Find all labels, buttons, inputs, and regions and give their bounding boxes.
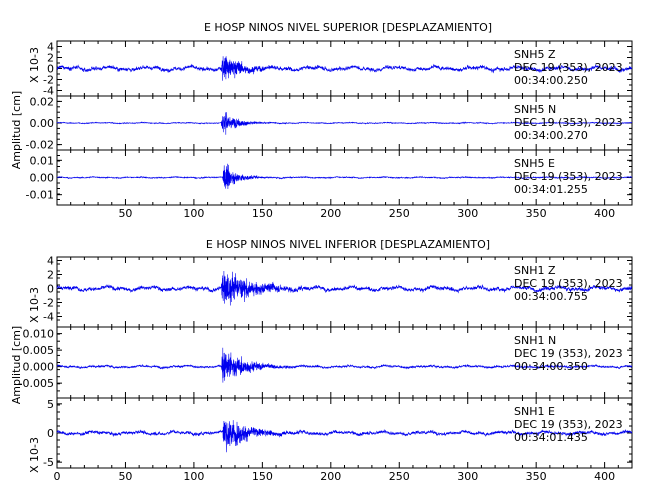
y-tick-label-snh1-n: 0.010 xyxy=(23,328,55,341)
y-tick-label-snh1-z: 0 xyxy=(47,283,54,296)
time-label-snh1-e: 00:34:01.435 xyxy=(514,431,588,444)
y-axis-label-superior: Amplitud [cm] xyxy=(10,91,23,169)
scale-label-snh5-z: X 10-3 xyxy=(28,47,41,83)
x-tick-label: 50 xyxy=(118,470,132,483)
y-tick-label-snh1-n: 0.000 xyxy=(23,361,55,374)
date-label-snh5-n: DEC 19 (353), 2023 xyxy=(514,116,623,129)
x-tick-label: 50 xyxy=(118,207,132,220)
date-label-snh1-z: DEC 19 (353), 2023 xyxy=(514,277,623,290)
y-tick-label-snh5-n: 0.00 xyxy=(30,117,55,130)
x-tick-label: 400 xyxy=(594,470,615,483)
scale-label-snh1-e: X 10-3 xyxy=(28,437,41,473)
x-tick-label: 350 xyxy=(526,470,547,483)
waveform-snh1-n xyxy=(56,347,633,383)
station-label-snh1-z: SNH1 Z xyxy=(514,264,556,277)
y-tick-label-snh1-n: 0.005 xyxy=(23,344,55,357)
y-tick-label-snh1-z: -2 xyxy=(43,297,54,310)
date-label-snh1-e: DEC 19 (353), 2023 xyxy=(514,418,623,431)
y-tick-label-snh5-z: 0 xyxy=(47,63,54,76)
y-tick-label-snh5-e: -0.01 xyxy=(26,189,54,202)
x-tick-label: 100 xyxy=(183,470,204,483)
y-tick-label-snh1-z: 2 xyxy=(47,269,54,282)
y-tick-label-snh5-z: -4 xyxy=(43,85,54,98)
y-tick-label-snh5-z: -2 xyxy=(43,74,54,87)
x-tick-label: 250 xyxy=(389,470,410,483)
waveform-snh5-n xyxy=(56,112,633,135)
date-label-snh5-e: DEC 19 (353), 2023 xyxy=(514,170,623,183)
y-axis-label-inferior: Amplitud [cm] xyxy=(10,326,23,404)
x-tick-label: 150 xyxy=(252,207,273,220)
y-tick-label-snh5-z: 2 xyxy=(47,52,54,65)
time-label-snh1-n: 00:34:00.350 xyxy=(514,360,588,373)
x-tick-label: 300 xyxy=(457,470,478,483)
y-tick-label-snh5-z: 4 xyxy=(47,41,54,54)
x-tick-label: 300 xyxy=(457,207,478,220)
waveform-snh1-z xyxy=(56,270,633,306)
date-label-snh5-z: DEC 19 (353), 2023 xyxy=(514,61,623,74)
x-tick-label: 250 xyxy=(389,207,410,220)
chart-title-inferior: E HOSP NINOS NIVEL INFERIOR [DESPLAZAMIE… xyxy=(206,238,490,251)
y-tick-label-snh1-e: 0 xyxy=(47,427,54,440)
station-label-snh5-z: SNH5 Z xyxy=(514,48,556,61)
y-tick-label-snh1-n: -0.005 xyxy=(19,377,54,390)
x-tick-label: 100 xyxy=(183,207,204,220)
station-label-snh1-n: SNH1 N xyxy=(514,334,556,347)
y-tick-label-snh1-z: -4 xyxy=(43,311,54,324)
waveform-snh5-e xyxy=(56,163,633,190)
scale-label-snh1-z: X 10-3 xyxy=(28,287,41,323)
waveform-snh5-z xyxy=(56,56,633,81)
x-tick-label: 0 xyxy=(54,470,61,483)
time-label-snh1-z: 00:34:00.755 xyxy=(514,290,588,303)
y-tick-label-snh5-n: 0.02 xyxy=(30,95,55,108)
station-label-snh5-e: SNH5 E xyxy=(514,157,555,170)
x-tick-label: 400 xyxy=(594,207,615,220)
x-tick-label: 350 xyxy=(526,207,547,220)
y-tick-label-snh5-e: 0.01 xyxy=(30,154,55,167)
x-tick-label: 150 xyxy=(252,470,273,483)
waveform-snh1-e xyxy=(56,420,633,453)
station-label-snh1-e: SNH1 E xyxy=(514,405,555,418)
y-tick-label-snh1-e: -5 xyxy=(43,456,54,469)
x-tick-label: 200 xyxy=(320,207,341,220)
x-tick-label: 200 xyxy=(320,470,341,483)
time-label-snh5-z: 00:34:00.250 xyxy=(514,74,588,87)
y-tick-label-snh1-e: 5 xyxy=(47,398,54,411)
y-tick-label-snh5-n: -0.02 xyxy=(26,139,54,152)
y-tick-label-snh5-e: 0.00 xyxy=(30,172,55,185)
station-label-snh5-n: SNH5 N xyxy=(514,103,556,116)
time-label-snh5-n: 00:34:00.270 xyxy=(514,129,588,142)
date-label-snh1-n: DEC 19 (353), 2023 xyxy=(514,347,623,360)
time-label-snh5-e: 00:34:01.255 xyxy=(514,183,588,196)
chart-title-superior: E HOSP NINOS NIVEL SUPERIOR [DESPLAZAMIE… xyxy=(204,21,492,34)
y-tick-label-snh1-z: 4 xyxy=(47,255,54,268)
